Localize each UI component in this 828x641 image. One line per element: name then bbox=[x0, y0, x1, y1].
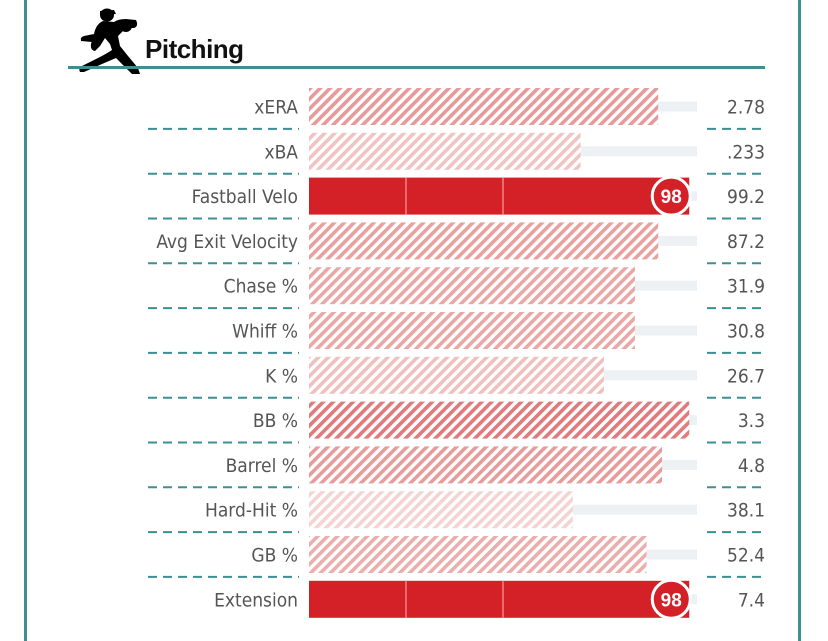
frame-right-border bbox=[798, 0, 801, 641]
bar-xba bbox=[309, 132, 581, 170]
page-title: Pitching bbox=[145, 34, 244, 64]
row-label: Barrel % bbox=[226, 455, 298, 477]
row-label: xBA bbox=[264, 141, 298, 163]
chart-row: Barrel % 4.8 bbox=[148, 446, 766, 489]
row-value: .233 bbox=[727, 141, 765, 163]
row-value: 3.3 bbox=[738, 410, 765, 432]
percentile-badge-label: 98 bbox=[661, 590, 682, 611]
chart-row: BB % 3.3 bbox=[148, 401, 766, 444]
row-label: xERA bbox=[254, 97, 298, 119]
row-label: Hard-Hit % bbox=[205, 500, 298, 522]
chart-row: Chase % 31.9 bbox=[148, 267, 766, 310]
row-label: Avg Exit Velocity bbox=[156, 231, 298, 253]
chart-row: 98 Extension 7.4 bbox=[214, 578, 765, 620]
row-value: 7.4 bbox=[738, 589, 765, 611]
row-label: GB % bbox=[251, 545, 298, 567]
row-label: Whiff % bbox=[232, 321, 298, 343]
row-value: 2.78 bbox=[727, 97, 765, 119]
row-label: Chase % bbox=[224, 276, 298, 298]
bar-xera bbox=[309, 88, 659, 125]
bar-extension bbox=[309, 580, 690, 618]
pitcher-icon bbox=[79, 8, 140, 74]
percentile-badge-label: 98 bbox=[661, 187, 682, 208]
bar-whiff- bbox=[309, 312, 635, 349]
bar-avg-exit-velocity bbox=[309, 222, 659, 260]
row-label: BB % bbox=[253, 410, 298, 432]
bar-barrel- bbox=[309, 446, 663, 484]
bar-chase- bbox=[309, 267, 635, 305]
row-label: Extension bbox=[214, 589, 298, 611]
chart-row: xBA .233 bbox=[148, 132, 766, 175]
chart-row: 98 Fastball Velo 99.2 bbox=[148, 175, 766, 220]
row-value: 30.8 bbox=[727, 321, 765, 343]
row-value: 52.4 bbox=[727, 545, 765, 567]
row-value: 4.8 bbox=[738, 455, 765, 477]
percentile-badge bbox=[650, 175, 692, 217]
percentile-badge bbox=[650, 578, 692, 620]
row-value: 99.2 bbox=[727, 186, 765, 208]
bar-gb- bbox=[309, 536, 647, 573]
frame-left-border bbox=[24, 0, 27, 641]
bar-hard-hit- bbox=[309, 491, 573, 529]
row-label: Fastball Velo bbox=[192, 186, 298, 208]
row-value: 87.2 bbox=[727, 231, 765, 253]
bar-k- bbox=[309, 356, 604, 394]
row-label: K % bbox=[265, 365, 298, 387]
chart-row: Avg Exit Velocity 87.2 bbox=[148, 222, 766, 265]
row-value: 31.9 bbox=[727, 276, 765, 298]
chart-row: Hard-Hit % 38.1 bbox=[148, 491, 766, 534]
row-value: 38.1 bbox=[727, 500, 765, 522]
chart-row: Whiff % 30.8 bbox=[148, 312, 766, 354]
chart-row: xERA 2.78 bbox=[148, 88, 766, 130]
bar-fastball-velo bbox=[309, 177, 690, 215]
bar-bb- bbox=[309, 401, 690, 439]
section-header: Pitching bbox=[68, 6, 765, 74]
chart-row: GB % 52.4 bbox=[148, 536, 766, 578]
row-value: 26.7 bbox=[727, 365, 765, 387]
title-underline bbox=[68, 66, 765, 69]
chart-row: K % 26.7 bbox=[148, 356, 766, 399]
